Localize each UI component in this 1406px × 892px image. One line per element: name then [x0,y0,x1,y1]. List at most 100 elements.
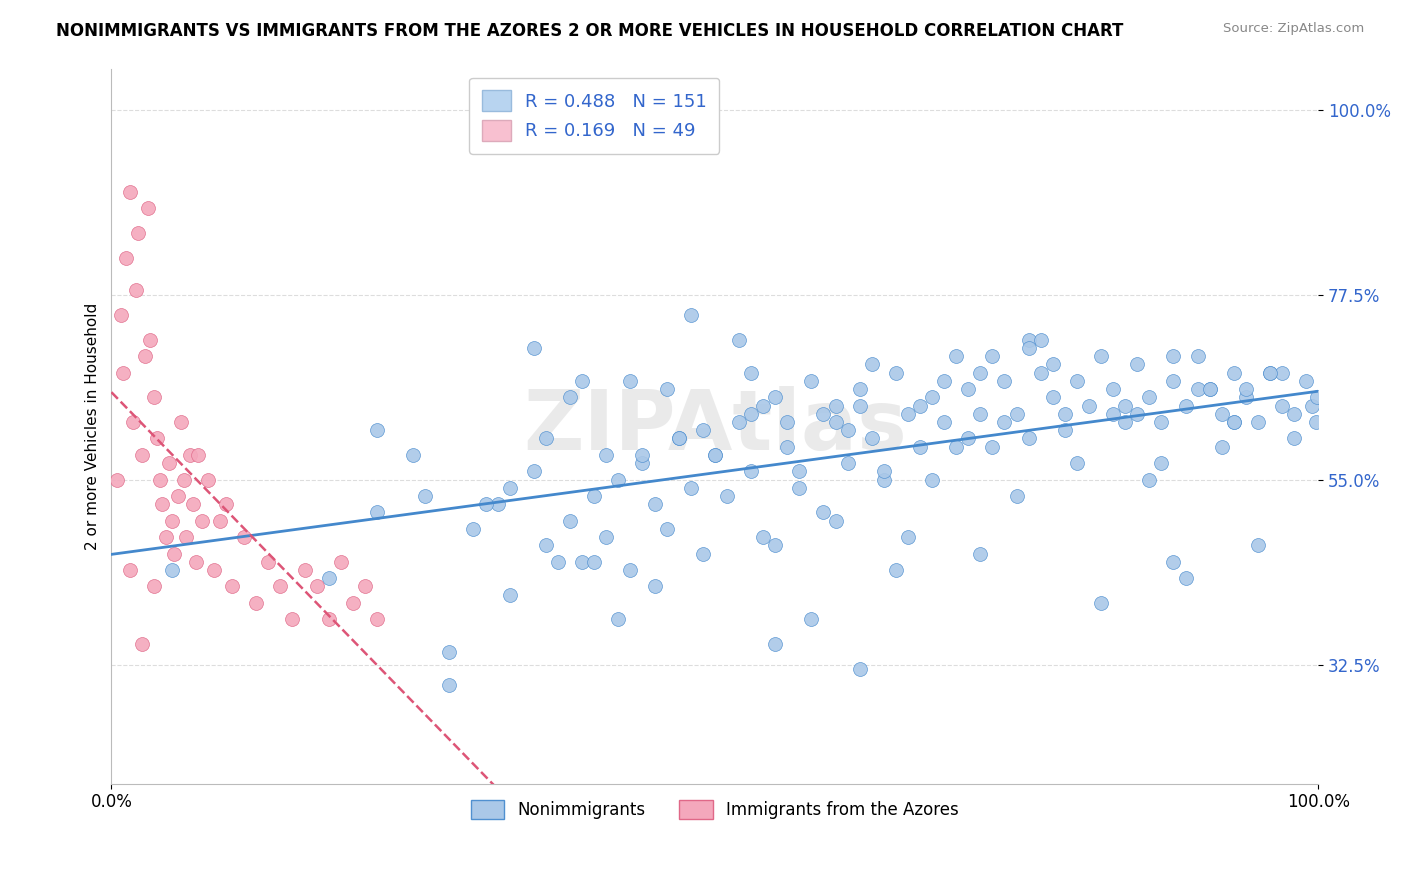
Point [897,407,920,421]
Point [1282,432,1305,446]
Point [134,349,156,363]
Point [1042,358,1064,372]
Point [1053,407,1076,421]
Point [170,415,193,429]
Point [1258,366,1281,380]
Point [1078,399,1101,413]
Point [1090,596,1112,610]
Point [873,464,896,478]
Point [157,456,180,470]
Point [619,374,641,388]
Point [969,547,991,561]
Point [921,390,943,404]
Point [1150,415,1173,429]
Point [934,374,956,388]
Point [179,448,201,462]
Point [534,538,557,552]
Point [908,399,931,413]
Point [583,555,606,569]
Point [800,374,823,388]
Point [728,415,751,429]
Point [366,612,388,626]
Point [112,366,135,380]
Point [1029,333,1052,347]
Point [1102,407,1125,421]
Point [679,308,702,322]
Point [281,612,304,626]
Point [945,440,967,454]
Point [969,407,991,421]
Point [558,514,581,528]
Point [848,382,870,396]
Point [474,497,496,511]
Point [547,555,569,569]
Point [740,464,762,478]
Point [160,563,183,577]
Point [752,530,775,544]
Point [342,596,364,610]
Point [1271,366,1294,380]
Point [1114,415,1136,429]
Point [607,473,630,487]
Point [1137,390,1160,404]
Point [318,612,340,626]
Point [115,251,138,265]
Point [269,579,291,593]
Point [824,514,846,528]
Point [934,415,956,429]
Point [131,637,153,651]
Point [668,432,690,446]
Point [679,481,702,495]
Point [776,415,799,429]
Point [353,579,375,593]
Point [644,579,666,593]
Point [233,530,256,544]
Point [873,473,896,487]
Point [1005,489,1028,503]
Point [860,358,883,372]
Point [294,563,316,577]
Point [329,555,352,569]
Point [848,399,870,413]
Y-axis label: 2 or more Vehicles in Household: 2 or more Vehicles in Household [86,302,100,549]
Point [1018,333,1040,347]
Point [957,432,980,446]
Point [1029,366,1052,380]
Point [1163,555,1185,569]
Point [118,563,141,577]
Point [763,637,786,651]
Point [884,366,907,380]
Point [1005,407,1028,421]
Point [655,522,678,536]
Point [184,555,207,569]
Legend: Nonimmigrants, Immigrants from the Azores: Nonimmigrants, Immigrants from the Azore… [464,793,966,825]
Point [118,185,141,199]
Point [571,555,593,569]
Point [149,473,172,487]
Point [463,522,485,536]
Point [1301,399,1323,413]
Point [173,473,195,487]
Point [908,440,931,454]
Point [1102,382,1125,396]
Text: ZIPAtlas: ZIPAtlas [523,385,907,467]
Point [439,645,461,659]
Point [1247,538,1270,552]
Point [139,333,162,347]
Point [166,489,188,503]
Point [142,579,165,593]
Point [191,514,214,528]
Point [402,448,425,462]
Point [413,489,436,503]
Point [163,547,186,561]
Point [763,538,786,552]
Point [1150,456,1173,470]
Point [571,374,593,388]
Point [837,423,859,437]
Point [1234,382,1257,396]
Point [499,481,522,495]
Point [160,514,183,528]
Point [187,448,209,462]
Point [703,448,725,462]
Point [1198,382,1220,396]
